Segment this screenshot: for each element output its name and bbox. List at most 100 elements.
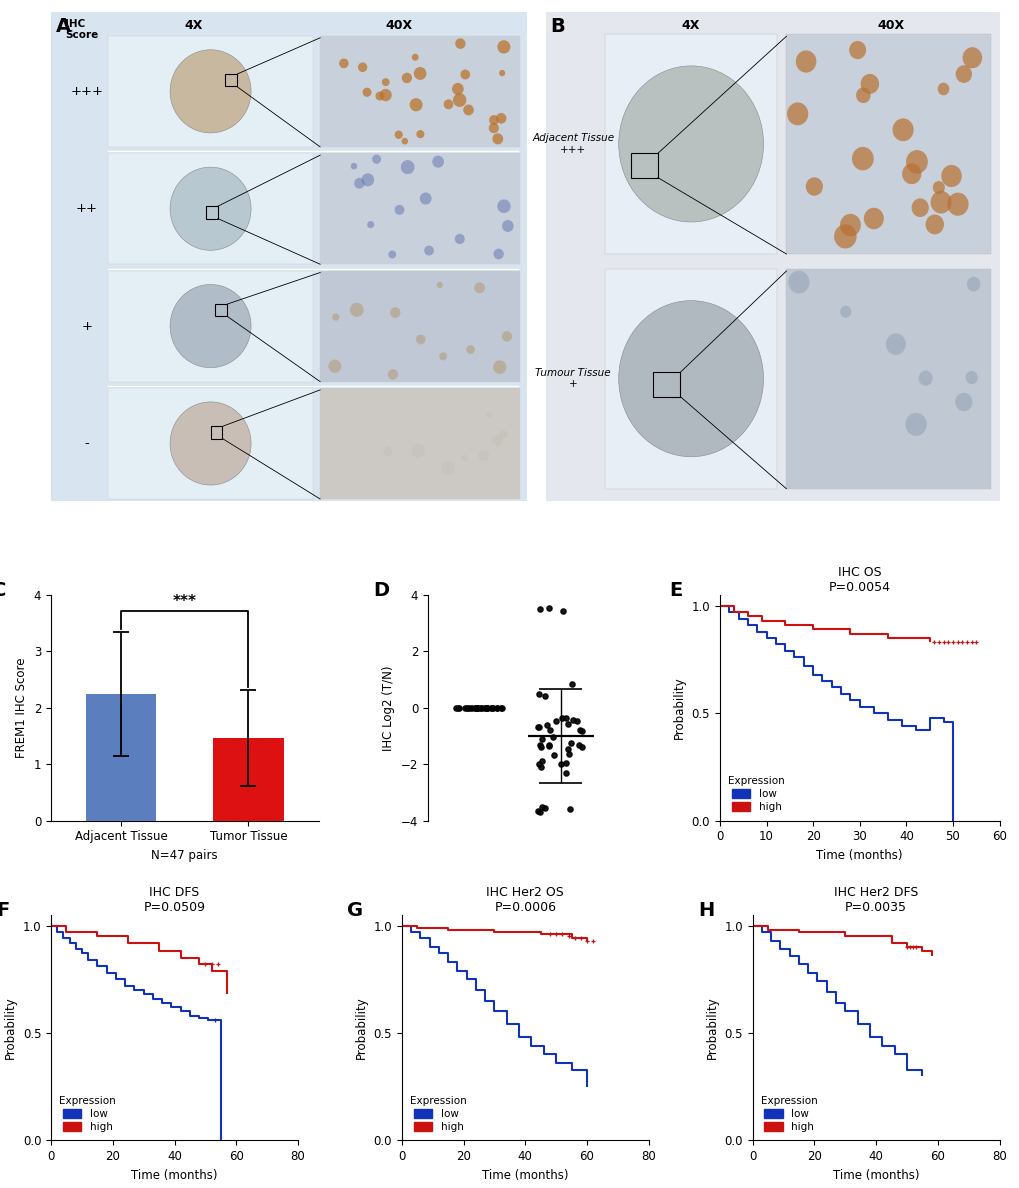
Circle shape <box>424 246 433 255</box>
Circle shape <box>851 147 873 170</box>
Text: +: + <box>82 320 92 333</box>
Point <box>484 699 500 718</box>
Point <box>479 699 495 718</box>
Circle shape <box>493 248 503 259</box>
Text: ***: *** <box>172 594 197 608</box>
Circle shape <box>495 113 505 124</box>
Bar <box>224 74 236 87</box>
Point <box>530 718 546 737</box>
Circle shape <box>411 444 424 457</box>
Point <box>536 687 552 706</box>
Point <box>479 699 495 718</box>
Circle shape <box>488 122 498 133</box>
Y-axis label: IHC Log2 (T/N): IHC Log2 (T/N) <box>382 665 395 751</box>
Text: A: A <box>56 17 70 36</box>
Point <box>530 754 546 773</box>
Circle shape <box>170 50 251 133</box>
X-axis label: Time (months): Time (months) <box>131 1169 217 1182</box>
Bar <box>604 268 776 488</box>
Bar <box>108 388 313 499</box>
Point <box>532 600 548 619</box>
Point <box>553 708 570 727</box>
Point <box>489 699 505 718</box>
Bar <box>786 34 989 254</box>
Circle shape <box>401 72 412 83</box>
Point <box>449 699 466 718</box>
Title: IHC DFS
P=0.0509: IHC DFS P=0.0509 <box>144 885 205 914</box>
Point <box>492 699 508 718</box>
Bar <box>108 271 313 381</box>
Point <box>559 740 576 759</box>
Circle shape <box>375 91 384 101</box>
Point <box>493 699 510 718</box>
Circle shape <box>416 129 424 138</box>
Circle shape <box>466 345 475 354</box>
X-axis label: Time (months): Time (months) <box>833 1169 918 1182</box>
Circle shape <box>440 461 454 475</box>
Y-axis label: Probability: Probability <box>355 997 368 1059</box>
Point <box>564 675 580 694</box>
Circle shape <box>929 191 951 214</box>
Point <box>476 699 492 718</box>
Circle shape <box>474 283 484 293</box>
Text: -: - <box>85 437 89 450</box>
Circle shape <box>436 282 442 287</box>
X-axis label: N=47 pairs: N=47 pairs <box>151 849 218 862</box>
Point <box>544 728 560 747</box>
Legend: low, high: low, high <box>56 1093 119 1136</box>
Bar <box>206 207 217 219</box>
Circle shape <box>965 371 977 384</box>
Circle shape <box>489 115 498 125</box>
Circle shape <box>840 305 851 317</box>
Legend: low, high: low, high <box>407 1093 470 1136</box>
Circle shape <box>170 402 251 485</box>
Circle shape <box>901 164 920 184</box>
Point <box>469 699 485 718</box>
Circle shape <box>372 154 381 164</box>
Y-axis label: Probability: Probability <box>4 997 17 1059</box>
Bar <box>652 372 680 397</box>
Text: +++: +++ <box>70 84 103 97</box>
Point <box>489 699 505 718</box>
Circle shape <box>840 214 860 236</box>
Point <box>561 733 578 752</box>
Point <box>468 699 484 718</box>
Text: H: H <box>698 902 713 921</box>
Circle shape <box>351 163 357 170</box>
Circle shape <box>962 48 981 68</box>
Circle shape <box>394 204 404 215</box>
Circle shape <box>328 360 341 373</box>
Text: 40X: 40X <box>385 19 412 32</box>
Circle shape <box>911 198 928 217</box>
Circle shape <box>432 156 443 168</box>
Text: 4X: 4X <box>682 19 700 32</box>
Text: D: D <box>373 581 389 600</box>
Circle shape <box>394 131 403 139</box>
Point <box>463 699 479 718</box>
Circle shape <box>452 93 466 107</box>
Bar <box>630 153 657 178</box>
Circle shape <box>499 430 507 440</box>
Point <box>534 752 550 771</box>
Circle shape <box>362 88 371 97</box>
Circle shape <box>420 192 431 204</box>
Point <box>457 699 473 718</box>
Point <box>469 699 485 718</box>
Circle shape <box>966 277 979 291</box>
Text: ++: ++ <box>75 202 98 215</box>
Bar <box>108 36 313 147</box>
X-axis label: Time (months): Time (months) <box>815 849 902 862</box>
Circle shape <box>892 119 913 141</box>
Y-axis label: FREM1 IHC Score: FREM1 IHC Score <box>15 658 29 758</box>
Circle shape <box>400 160 414 175</box>
Circle shape <box>954 393 971 411</box>
Circle shape <box>496 200 511 213</box>
Point <box>533 797 549 816</box>
Point <box>477 699 493 718</box>
Circle shape <box>410 99 422 112</box>
Point <box>467 699 483 718</box>
Bar <box>320 388 520 499</box>
Point <box>538 715 554 734</box>
Point <box>530 685 546 704</box>
Point <box>482 699 498 718</box>
